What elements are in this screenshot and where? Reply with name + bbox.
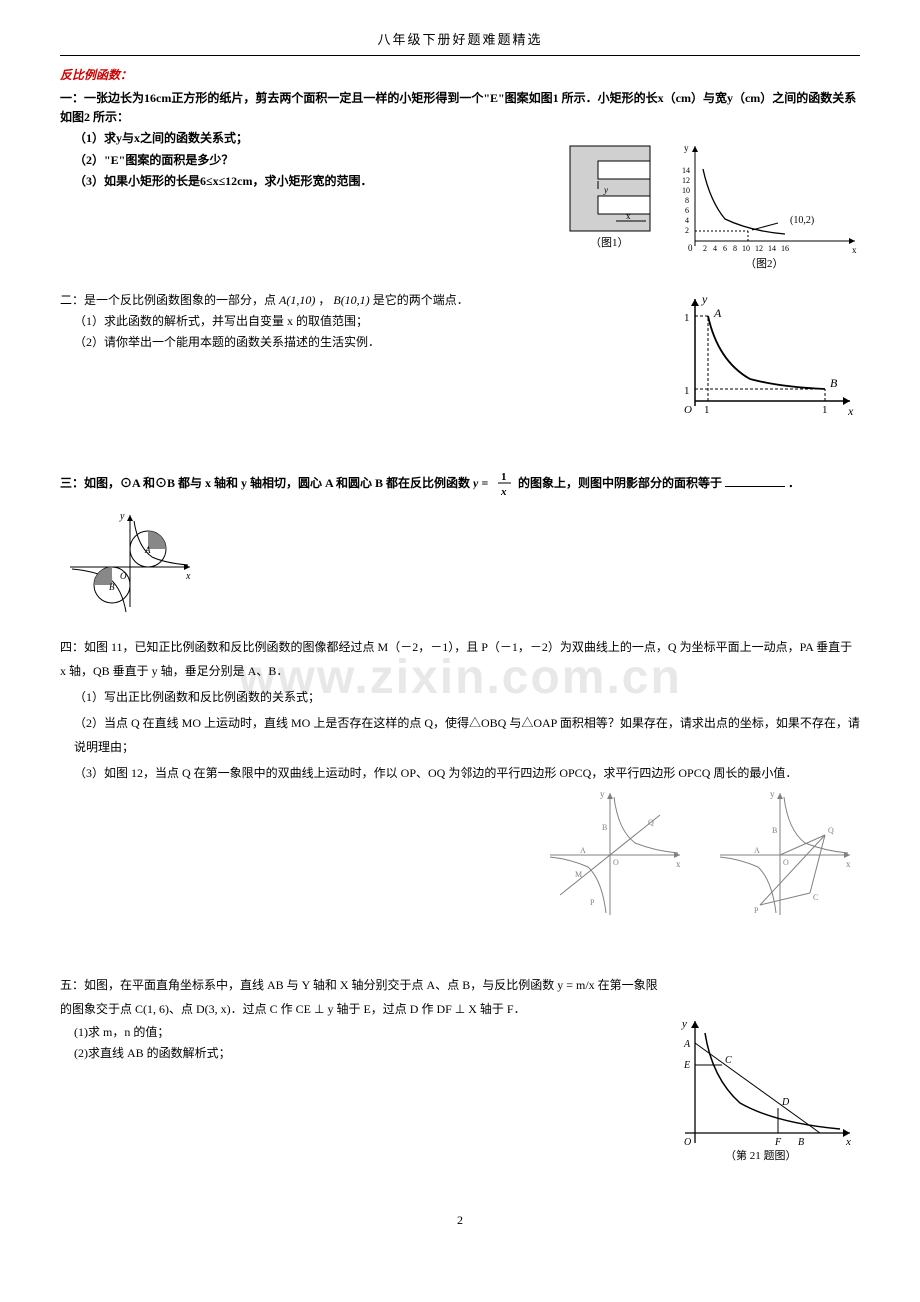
svg-text:2: 2 [703, 244, 707, 253]
p4-q1: （1）写出正比例函数和反比例函数的关系式； [60, 685, 860, 709]
problem-4: 四：如图 11，已知正比例函数和反比例函数的图像都经过点 M（－2，－1），且 … [60, 635, 860, 925]
svg-text:P: P [754, 906, 759, 915]
svg-text:（第 21 题图）: （第 21 题图） [725, 1148, 797, 1162]
svg-text:A: A [713, 306, 722, 320]
svg-text:4: 4 [713, 244, 717, 253]
svg-text:1: 1 [684, 385, 690, 397]
svg-text:A: A [580, 846, 586, 855]
p2-A: A(1,10) [279, 293, 315, 307]
p2-stem-prefix: 二：是一个反比例函数图象的一部分，点 [60, 293, 279, 307]
svg-text:14: 14 [768, 244, 776, 253]
svg-text:O: O [120, 571, 127, 581]
p2-stem-suffix: 是它的两个端点． [373, 293, 469, 307]
svg-text:12: 12 [755, 244, 763, 253]
svg-text:A: A [144, 545, 151, 555]
p2-fig: x y O 1 1 1 1 A B [680, 291, 860, 421]
svg-text:x: x [626, 211, 631, 221]
svg-text:E: E [683, 1060, 690, 1071]
svg-text:O: O [684, 1137, 691, 1148]
svg-text:A: A [683, 1039, 691, 1050]
p4-figs: x y A B Q M P O x y B Q A [60, 785, 860, 925]
svg-text:A: A [754, 846, 760, 855]
problem-5: x y O A E C D F B （第 21 题图） 五：如图，在平面直角坐标… [60, 973, 860, 1163]
svg-text:4: 4 [685, 216, 689, 225]
svg-text:F: F [774, 1137, 782, 1148]
svg-text:y: y [684, 143, 689, 153]
svg-text:y: y [681, 1018, 687, 1030]
p4-q3: （3）如图 12，当点 Q 在第一象限中的双曲线上运动时，作以 OP、OQ 为邻… [60, 761, 860, 785]
section-title: 反比例函数： [60, 66, 860, 85]
svg-text:1: 1 [822, 404, 828, 416]
svg-text:12: 12 [682, 176, 690, 185]
svg-text:M: M [575, 870, 582, 879]
svg-text:O: O [684, 404, 692, 416]
p4-stem: 四：如图 11，已知正比例函数和反比例函数的图像都经过点 M（－2，－1），且 … [60, 635, 860, 683]
svg-text:B: B [772, 826, 777, 835]
svg-text:P: P [590, 898, 595, 907]
svg-text:B: B [602, 823, 607, 832]
svg-text:1: 1 [704, 404, 710, 416]
problem-2: x y O 1 1 1 1 A B 二：是一个反比例函数图象的一部分，点 A(1… [60, 291, 860, 421]
svg-text:1: 1 [501, 471, 507, 483]
svg-text:y: y [603, 185, 608, 195]
p1-fig1: y x （图1） [560, 141, 660, 271]
svg-text:8: 8 [733, 244, 737, 253]
svg-text:y: y [701, 292, 708, 306]
svg-text:x: x [845, 1136, 851, 1148]
p4-q2: （2）当点 Q 在直线 MO 上运动时，直线 MO 上是否存在这样的点 Q，使得… [60, 711, 860, 759]
svg-text:O: O [783, 858, 789, 867]
svg-text:8: 8 [685, 196, 689, 205]
svg-text:x: x [185, 571, 191, 582]
svg-text:10: 10 [742, 244, 750, 253]
page-header: 八年级下册好题难题精选 [60, 30, 860, 56]
svg-text:x: x [846, 859, 851, 869]
svg-text:（图1）: （图1） [590, 236, 629, 249]
svg-text:x: x [852, 245, 857, 255]
p3-fig: x y O A B [60, 507, 860, 617]
p2-B: B(10,1) [333, 293, 369, 307]
svg-text:10: 10 [682, 186, 690, 195]
p1-stem: 一：一张边长为16cm正方形的纸片，剪去两个面积一定且一样的小矩形得到一个"E"… [60, 89, 860, 127]
svg-text:C: C [725, 1055, 732, 1066]
svg-text:x: x [500, 486, 507, 498]
svg-text:y: y [770, 789, 775, 799]
svg-text:B: B [830, 376, 838, 390]
svg-text:2: 2 [685, 226, 689, 235]
p1-fig2: x y 0 246 81012 1416 246 81012 14 [680, 141, 860, 271]
svg-text:O: O [613, 858, 619, 867]
svg-text:y =: y = [473, 476, 488, 490]
svg-text:B: B [798, 1137, 804, 1148]
svg-text:16: 16 [781, 244, 789, 253]
svg-text:0: 0 [688, 243, 693, 253]
p3-stem-prefix: 三：如图，⊙A 和⊙B 都与 x 轴和 y 轴相切，圆心 A 和圆心 B 都在反… [60, 476, 473, 490]
svg-text:14: 14 [682, 166, 690, 175]
svg-text:6: 6 [685, 206, 689, 215]
svg-text:6: 6 [723, 244, 727, 253]
svg-text:(10,2): (10,2) [790, 215, 814, 226]
svg-text:y: y [119, 511, 125, 522]
svg-text:C: C [813, 893, 818, 902]
p3-stem-suffix: 的图象上，则图中阴影部分的面积等于 [518, 476, 725, 490]
svg-text:1: 1 [684, 312, 690, 324]
svg-text:Q: Q [828, 826, 834, 835]
svg-text:Q: Q [648, 818, 654, 827]
problem-1: 一：一张边长为16cm正方形的纸片，剪去两个面积一定且一样的小矩形得到一个"E"… [60, 89, 860, 271]
svg-text:y: y [600, 789, 605, 799]
svg-text:B: B [109, 582, 115, 592]
svg-text:x: x [847, 404, 854, 418]
page-number: 2 [60, 1211, 860, 1230]
p5-fig: x y O A E C D F B （第 21 题图） [670, 1013, 860, 1163]
svg-text:（图2）: （图2） [745, 257, 784, 270]
p3-blank [725, 474, 785, 487]
svg-text:D: D [781, 1097, 790, 1108]
p2-mid: ， [318, 293, 333, 307]
p3-formula: y = 1 x [473, 469, 515, 499]
problem-3: 三：如图，⊙A 和⊙B 都与 x 轴和 y 轴相切，圆心 A 和圆心 B 都在反… [60, 469, 860, 617]
svg-text:x: x [676, 859, 681, 869]
